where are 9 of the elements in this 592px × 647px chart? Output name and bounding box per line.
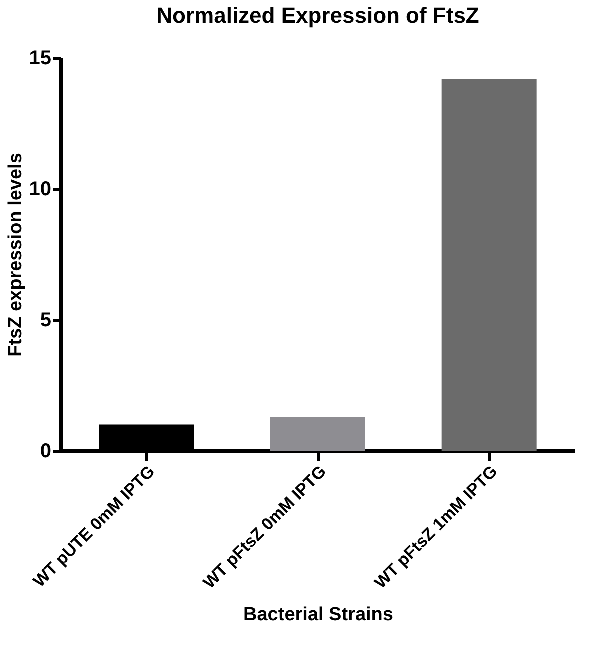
chart-title: Normalized Expression of FtsZ [156,3,480,28]
y-tick-label: 0 [40,440,52,462]
y-tick-label: 10 [29,178,52,200]
y-axis-title: FtsZ expression levels [5,153,26,357]
bar [270,416,366,451]
y-tick-label: 5 [40,310,52,332]
x-axis-title: Bacterial Strains [244,604,394,626]
y-tick-label: 15 [29,48,52,70]
bar [442,78,537,451]
